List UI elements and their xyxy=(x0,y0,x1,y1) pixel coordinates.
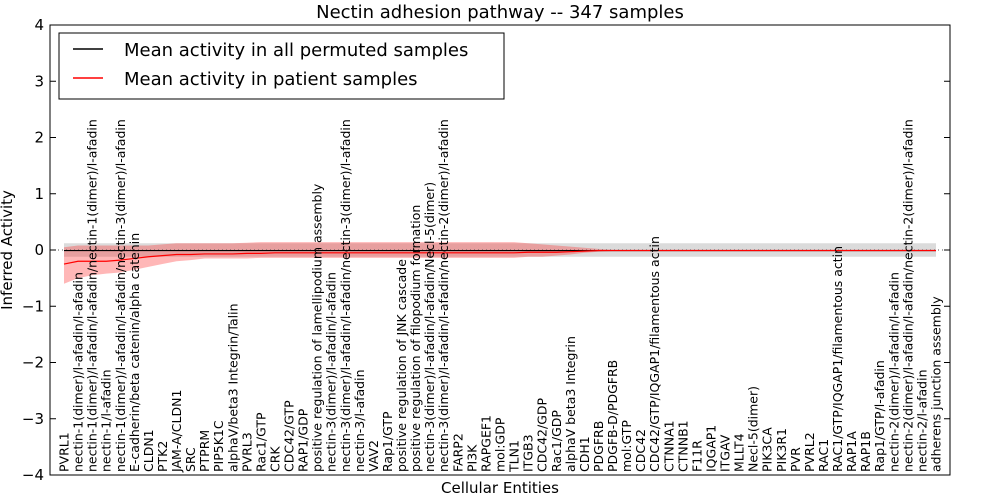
category-label: PVRL2 xyxy=(802,432,817,472)
y-axis-label: Inferred Activity xyxy=(0,190,16,310)
category-label: nectin-2(dimer)/l-afadin/l-afadin xyxy=(886,272,901,472)
y-tick-label: −4 xyxy=(22,466,44,484)
category-label: PTPRM xyxy=(197,430,212,472)
y-tick-label: 4 xyxy=(34,16,44,34)
category-label: CTNNA1 xyxy=(661,420,676,472)
category-label: CLDN1 xyxy=(141,429,156,472)
category-label: ITGAV xyxy=(718,434,733,472)
category-label: RAP1A xyxy=(844,431,859,472)
category-label: nectin-2(dimer)/l-afadin/l-afadin/nectin… xyxy=(900,119,915,472)
category-label: F11R xyxy=(689,440,704,472)
category-label: PIK3R1 xyxy=(774,428,789,472)
category-label: SRC xyxy=(183,447,198,472)
category-label: TLN1 xyxy=(507,440,522,473)
category-label: nectin-2/l-afadin xyxy=(914,370,929,473)
category-label: CDC42/GDP xyxy=(535,397,550,472)
category-label: positive regulation of filopodium format… xyxy=(408,205,423,472)
y-tick-label: −1 xyxy=(22,297,44,315)
y-tick-label: −2 xyxy=(22,354,44,372)
category-label: nectin-1(dimer)/l-afadin/l-afadin/nectin… xyxy=(85,119,100,472)
category-label: mol:GTP xyxy=(619,420,634,472)
category-label: PVRL1 xyxy=(57,432,72,472)
y-tick-label: 0 xyxy=(34,241,44,259)
category-label: RAPGEF1 xyxy=(478,415,493,472)
category-label: ITGB3 xyxy=(521,434,536,472)
category-label: Rap1/GTP xyxy=(380,411,395,472)
category-label: Rac1/GDP xyxy=(549,410,564,472)
category-label: RAC1 xyxy=(816,439,831,472)
category-label: Rac1/GTP xyxy=(253,412,268,472)
category-label: VAV2 xyxy=(366,440,381,472)
category-label: FARP2 xyxy=(450,433,465,472)
legend-label-permuted: Mean activity in all permuted samples xyxy=(124,40,468,61)
category-label: nectin-3(dimer)/l-afadin/l-afadin xyxy=(324,272,339,472)
chart-title: Nectin adhesion pathway -- 347 samples xyxy=(316,2,684,23)
category-label: nectin-1/l-afadin xyxy=(99,370,114,473)
category-label: IQGAP1 xyxy=(703,425,718,472)
category-label: CDC42/GTP/IQGAP1/filamentous actin xyxy=(647,236,662,472)
category-label: CDC42 xyxy=(633,429,648,472)
category-label: nectin-3(dimer)/l-afadin/l-afadin/nectin… xyxy=(338,119,353,472)
category-label: positive regulation of lamellipodium ass… xyxy=(310,183,325,472)
category-label: CRK xyxy=(267,446,282,472)
category-label: PVRL3 xyxy=(239,432,254,472)
category-labels: PVRL1 nectin-1(dimer)/l-afadin/l-afadin ne… xyxy=(57,119,944,473)
category-label: nectin-1(dimer)/l-afadin/l-afadin/nectin… xyxy=(113,119,128,472)
y-tick-label: 1 xyxy=(34,185,44,203)
category-label: JAM-A/CLDN1 xyxy=(169,390,184,473)
category-label: alphaV/beta3 Integrin/Talin xyxy=(225,304,240,473)
y-tick-label: 3 xyxy=(34,72,44,90)
category-label: nectin-1(dimer)/l-afadin/l-afadin xyxy=(71,272,86,472)
category-label: nectin-3/l-afadin xyxy=(352,370,367,473)
x-axis-label: Cellular Entities xyxy=(441,479,559,497)
category-label: RAP1B xyxy=(858,431,873,472)
category-label: PVR xyxy=(788,447,803,472)
y-tick-label: −3 xyxy=(22,410,44,428)
category-label: CDC42/GTP xyxy=(282,400,297,472)
category-label: CDH1 xyxy=(577,436,592,472)
y-axis-ticks: −4 −3 −2 −1 0 1 2 3 4 xyxy=(22,16,950,484)
legend-box xyxy=(58,32,505,100)
legend: Mean activity in all permuted samples Me… xyxy=(58,32,505,100)
category-label: CTNNB1 xyxy=(675,420,690,472)
category-label: adherens junction assembly xyxy=(929,296,944,472)
category-label: nectin-3(dimer)/l-afadin/l-afadin/nectin… xyxy=(436,119,451,472)
category-label: PDGFB-D/PDGFRB xyxy=(605,360,620,472)
category-label: mol:GDP xyxy=(493,417,508,472)
category-label: RAP1/GDP xyxy=(296,408,311,472)
category-label: PDGFRB xyxy=(591,421,606,472)
category-label: alphaV beta3 Integrin xyxy=(563,336,578,472)
category-label: PIP5K1C xyxy=(211,420,226,472)
category-label: MLLT4 xyxy=(732,433,747,472)
category-label: PI3K xyxy=(464,444,479,472)
category-label: positive regulation of JNK cascade xyxy=(394,259,409,472)
legend-label-patient: Mean activity in patient samples xyxy=(124,69,418,90)
category-label: Rap1/GTP/l-afadin xyxy=(872,360,887,472)
category-label: nectin-3(dimer)/l-afadin/l-afadin/Necl-5… xyxy=(422,182,437,472)
patient-mean-line xyxy=(63,249,936,265)
category-label: PTK2 xyxy=(155,441,170,472)
category-label: PIK3CA xyxy=(760,427,775,472)
category-label: E-cadherin/beta catenin/alpha catenin xyxy=(127,233,142,472)
y-tick-label: 2 xyxy=(34,129,44,147)
series-lines xyxy=(63,249,936,265)
category-label: RAC1/GTP/IQGAP1/filamentous actin xyxy=(830,246,845,472)
category-label: Necl-5(dimer) xyxy=(746,386,761,472)
